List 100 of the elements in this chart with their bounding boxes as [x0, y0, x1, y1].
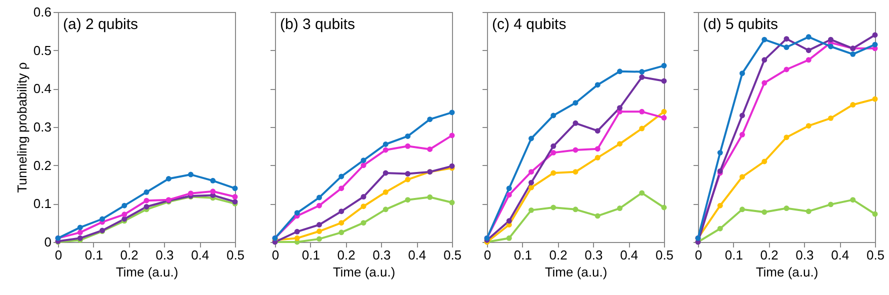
y-tick-label: 0 — [44, 234, 52, 250]
point — [382, 170, 388, 176]
point — [828, 36, 834, 42]
point — [572, 169, 578, 175]
point — [872, 42, 878, 48]
point — [338, 220, 344, 226]
point — [188, 190, 194, 196]
x-tick-label: 0 — [484, 248, 492, 262]
x-tick-label: 0.3 — [372, 248, 391, 262]
point — [594, 146, 600, 152]
point — [449, 110, 455, 116]
point — [210, 178, 216, 184]
x-tick-label: 0 — [694, 248, 702, 262]
point — [360, 204, 366, 210]
y-tick-label: 0.4 — [33, 81, 52, 96]
point — [382, 147, 388, 153]
point — [506, 192, 512, 198]
point — [872, 96, 878, 102]
x-tick-label: 0.5 — [226, 248, 245, 262]
point — [506, 186, 512, 192]
point — [784, 206, 790, 211]
point — [639, 108, 645, 114]
point — [550, 150, 556, 156]
point — [405, 171, 410, 176]
point — [617, 141, 622, 147]
point — [550, 112, 556, 118]
point — [122, 202, 128, 208]
point — [449, 200, 455, 206]
x-axis-title: Time (a.u.) — [116, 264, 178, 280]
point — [828, 115, 834, 121]
point — [872, 32, 878, 38]
chart-title: (a) 2 qubits — [63, 16, 138, 33]
point — [762, 36, 768, 42]
point — [740, 206, 745, 212]
point — [316, 222, 322, 228]
x-axis-title: Time (a.u.) — [756, 264, 818, 280]
point — [806, 57, 812, 63]
point — [427, 194, 433, 200]
point — [639, 126, 645, 132]
point — [572, 100, 578, 106]
point — [294, 235, 300, 241]
point — [449, 132, 455, 138]
y-tick-label: 0.3 — [33, 120, 52, 134]
point — [294, 228, 300, 234]
point — [572, 206, 578, 212]
point — [639, 74, 645, 80]
point — [740, 174, 745, 180]
point — [661, 115, 667, 121]
point — [144, 204, 150, 210]
x-tick-label: 0.3 — [584, 248, 603, 262]
point — [594, 154, 600, 160]
point — [617, 105, 622, 111]
point — [806, 34, 812, 40]
y-axis-title: Tunneling probability ρ — [14, 62, 30, 193]
x-tick-label: 0.4 — [191, 248, 210, 262]
point — [784, 44, 790, 50]
point — [762, 209, 768, 215]
point — [316, 228, 322, 234]
point — [784, 66, 790, 72]
x-tick-label: 0.3 — [796, 248, 814, 262]
point — [405, 143, 410, 149]
point — [762, 158, 768, 164]
point — [740, 112, 745, 118]
point — [717, 150, 723, 156]
x-axis-title: Time (a.u.) — [544, 264, 608, 280]
x-tick-label: 0.2 — [549, 248, 568, 262]
point — [360, 194, 366, 200]
point — [210, 188, 216, 194]
point — [338, 186, 344, 192]
point — [360, 158, 366, 164]
point — [77, 230, 83, 236]
point — [528, 184, 534, 190]
x-tick-label: 0.2 — [120, 248, 138, 262]
point — [740, 132, 745, 138]
x-tick-label: 0.1 — [724, 248, 743, 262]
point — [77, 224, 83, 230]
point — [594, 128, 600, 134]
point — [405, 176, 410, 182]
point — [360, 162, 366, 168]
x-tick-label: 0.5 — [655, 248, 674, 262]
point — [617, 68, 622, 74]
point — [661, 204, 667, 210]
point — [572, 120, 578, 126]
point — [382, 142, 388, 147]
point — [850, 51, 856, 57]
point — [232, 194, 238, 200]
point — [828, 202, 834, 208]
y-tick-label: 0.2 — [33, 158, 52, 173]
point — [144, 198, 150, 204]
point — [316, 194, 322, 200]
point — [639, 69, 645, 75]
x-tick-label: 0.4 — [831, 248, 850, 262]
point — [506, 218, 512, 224]
chart-title: (b) 3 qubits — [280, 16, 356, 33]
point — [166, 176, 172, 182]
point — [784, 36, 790, 42]
x-tick-label: 0.2 — [337, 248, 356, 262]
point — [784, 134, 790, 140]
y-tick-label: 0.1 — [33, 196, 52, 212]
point — [405, 133, 410, 139]
